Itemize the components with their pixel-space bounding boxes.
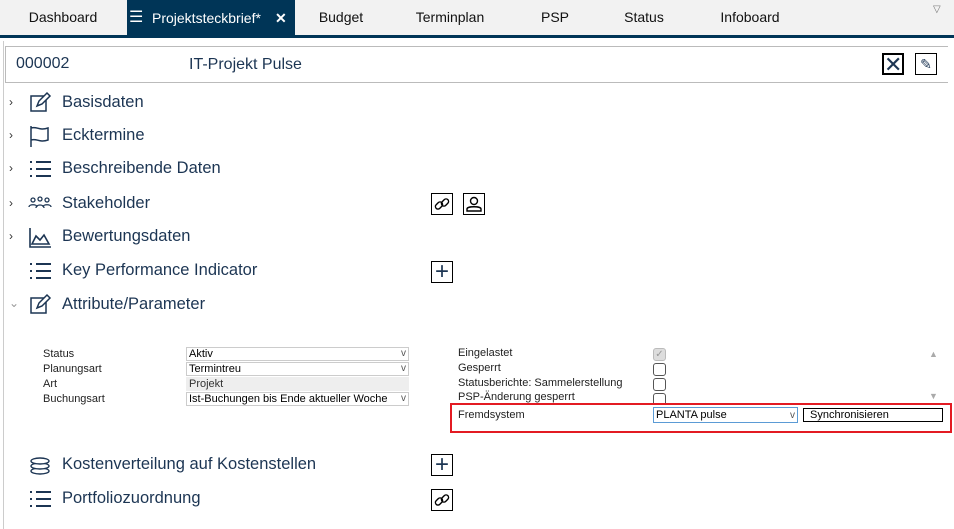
scrollbar[interactable]: ▲ ▼ [927,347,941,403]
coins-icon [30,457,50,475]
section-label: Attribute/Parameter [62,295,206,313]
flag-icon [30,126,49,147]
buchungsart-value: Ist-Buchungen bis Ende aktueller Woche [189,393,388,405]
project-header: 000002 IT-Projekt Pulse ✕ ✎ [5,46,948,83]
section-portfoliozuordnung[interactable]: Portfoliozuordnung [0,486,600,512]
buchungsart-label: Buchungsart [43,393,105,405]
chevron-down-icon: v [401,393,406,404]
tab-bar: Dashboard ☰ Projektsteckbrief* ✕ Budget … [0,0,954,38]
divider [3,41,4,529]
section-label: Bewertungsdaten [62,227,191,245]
section-attribute-parameter[interactable]: ⌄ Attribute/Parameter [0,292,600,318]
close-tab-icon[interactable]: ✕ [275,10,287,26]
section-label: Kostenverteilung auf Kostenstellen [62,455,317,473]
sammelerstellung-label: Statusberichte: Sammelerstellung [458,377,623,389]
section-kostenverteilung[interactable]: Kostenverteilung auf Kostenstellen [0,452,600,478]
list-icon [30,161,51,177]
planungsart-value: Termintreu [189,363,241,375]
edit-icon [30,293,52,314]
eingelastet-checkbox: ✓ [653,348,666,361]
section-stakeholder[interactable]: › Stakeholder [0,191,600,217]
gesperrt-label: Gesperrt [458,362,501,374]
link-button[interactable] [431,193,453,215]
chevron-right-icon[interactable]: › [9,229,13,243]
section-label: Basisdaten [62,93,144,111]
add-kostenstelle-button[interactable]: + [431,453,453,477]
edit-icon [30,91,52,112]
art-label: Art [43,378,58,390]
chevron-down-icon: v [401,348,406,359]
section-beschreibende-daten[interactable]: › Beschreibende Daten [0,156,600,182]
tab-infoboard[interactable]: Infoboard [720,9,780,25]
people-icon [28,196,52,209]
list-icon [30,263,51,279]
person-icon [466,196,482,212]
fremdsystem-select[interactable]: PLANTA pulse v [653,407,798,423]
status-value: Aktiv [189,348,213,360]
psp-gesperrt-label: PSP-Änderung gesperrt [458,391,575,403]
art-value: Projekt [189,378,224,390]
section-label: Portfoliozuordnung [62,489,201,507]
clipped-row: PSP-Änderung gesperrt [450,390,930,403]
section-label: Key Performance Indicator [62,261,258,279]
scroll-up-icon[interactable]: ▲ [929,349,938,359]
chevron-down-icon[interactable]: ⌄ [9,296,20,310]
tab-psp[interactable]: PSP [540,9,569,25]
chevron-right-icon[interactable]: › [9,196,13,210]
menu-icon[interactable]: ☰ [129,9,144,26]
fremdsystem-label: Fremdsystem [458,409,525,421]
sammelerstellung-checkbox[interactable] [653,378,666,391]
art-field: Projekt [186,377,409,391]
fremdsystem-highlight: Fremdsystem PLANTA pulse v Synchronisiere… [450,403,952,433]
fremdsystem-value: PLANTA pulse [656,409,727,421]
status-select[interactable]: Aktiv v [186,347,409,361]
tab-label: Projektsteckbrief* [152,10,261,26]
list-icon [30,491,51,507]
project-title: IT-Projekt Pulse [189,56,302,73]
tab-projektsteckbrief[interactable]: ☰ Projektsteckbrief* ✕ [127,0,295,38]
eingelastet-label: Eingelastet [458,347,513,359]
chevron-right-icon[interactable]: › [9,128,13,142]
person-button[interactable] [463,193,485,215]
gesperrt-checkbox[interactable] [653,363,666,376]
add-kpi-button[interactable]: + [431,260,453,284]
link-icon [434,198,450,210]
section-ecktermine[interactable]: › Ecktermine [0,123,600,149]
section-label: Ecktermine [62,126,145,144]
scroll-down-icon[interactable]: ▼ [929,391,938,401]
portfolio-link-button[interactable] [431,489,453,511]
status-label: Status [43,348,75,360]
chevron-right-icon[interactable]: › [9,161,13,175]
synchronisieren-button[interactable]: Synchronisieren [803,408,943,422]
section-kpi[interactable]: Key Performance Indicator [0,258,600,284]
tab-status[interactable]: Status [624,9,664,25]
close-button[interactable]: ✕ [882,52,904,77]
tab-terminplan[interactable]: Terminplan [415,9,485,25]
chevron-down-icon: v [401,363,406,374]
psp-gesperrt-checkbox[interactable] [653,393,666,403]
edit-button[interactable]: ✎ [915,53,937,75]
section-basisdaten[interactable]: › Basisdaten [0,90,600,116]
chevron-down-icon: v [790,410,795,421]
tab-dashboard[interactable]: Dashboard [28,9,98,25]
section-label: Beschreibende Daten [62,159,221,177]
section-label: Stakeholder [62,194,151,212]
tab-budget[interactable]: Budget [318,9,364,25]
area-chart-icon [29,228,51,248]
planungsart-label: Planungsart [43,363,102,375]
buchungsart-select[interactable]: Ist-Buchungen bis Ende aktueller Woche v [186,392,409,406]
project-id: 000002 [16,55,70,72]
link-icon [434,494,450,506]
tab-overflow-icon[interactable]: ▽ [933,4,941,15]
section-bewertungsdaten[interactable]: › Bewertungsdaten [0,224,600,250]
chevron-right-icon[interactable]: › [9,95,13,109]
planungsart-select[interactable]: Termintreu v [186,362,409,376]
